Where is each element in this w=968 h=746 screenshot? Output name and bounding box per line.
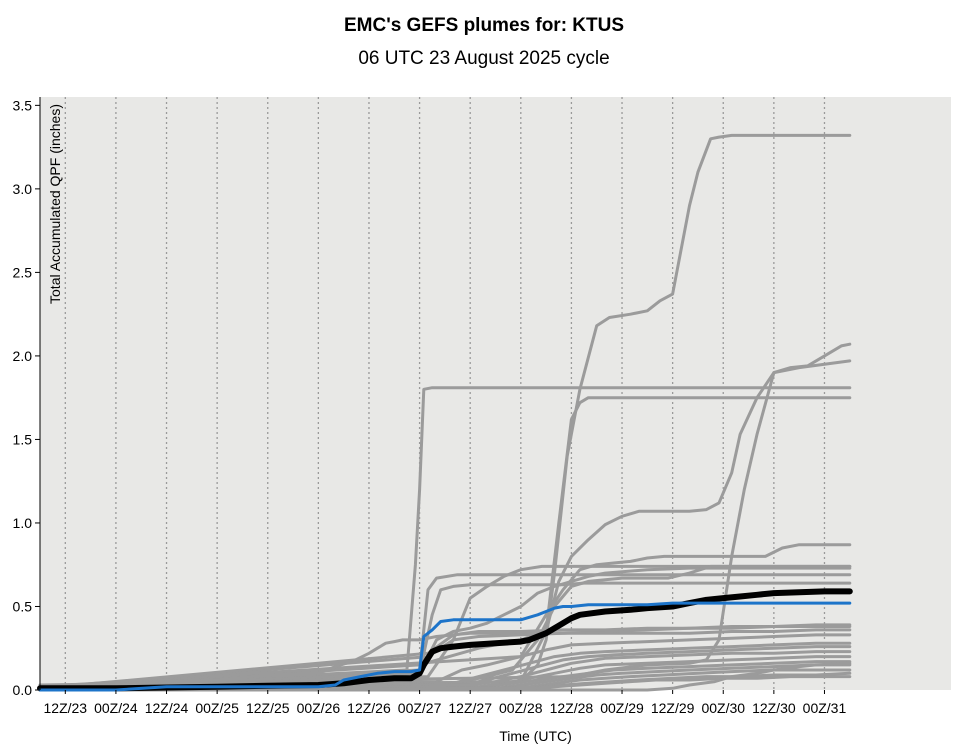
ensemble-member-line xyxy=(38,663,852,692)
ensemble-member-line xyxy=(38,625,852,690)
x-tick-label: 12Z/29 xyxy=(651,700,695,716)
y-tick-label: 2.5 xyxy=(13,264,33,280)
ensemble-member-line xyxy=(38,650,852,690)
x-tick-label: 00Z/24 xyxy=(94,700,138,716)
y-tick-label: 0.0 xyxy=(13,682,33,698)
y-tick-label: 3.0 xyxy=(13,181,33,197)
x-tick-label: 00Z/29 xyxy=(600,700,644,716)
y-tick-label: 2.0 xyxy=(13,348,33,364)
control-run-line xyxy=(38,601,852,692)
ensemble-member-line xyxy=(38,661,852,692)
ensemble-member-line xyxy=(38,645,852,690)
ensemble-member-line xyxy=(38,675,852,692)
x-axis-title: Time (UTC) xyxy=(499,728,572,744)
y-tick-label: 1.5 xyxy=(13,431,33,447)
chart-title: EMC's GEFS plumes for: KTUS xyxy=(343,15,625,36)
x-tick-label: 12Z/25 xyxy=(246,700,290,716)
x-tick-label: 00Z/27 xyxy=(398,700,442,716)
ensemble-member-line xyxy=(38,573,852,690)
y-tick-label: 1.0 xyxy=(13,515,33,531)
plot-area xyxy=(40,97,951,690)
x-tick-label: 12Z/30 xyxy=(752,700,796,716)
ensemble-members xyxy=(38,133,852,692)
ensemble-member-line xyxy=(38,342,852,687)
x-tick-label: 00Z/26 xyxy=(297,700,341,716)
ensemble-member-line xyxy=(38,566,852,690)
ensemble-member-line xyxy=(38,633,852,690)
ensemble-member-line xyxy=(38,641,852,690)
ensemble-member-line xyxy=(38,133,852,690)
y-axis-title: Total Accumulated QPF (inches) xyxy=(47,104,63,304)
ensemble-member-line xyxy=(38,660,852,690)
highlight-series xyxy=(37,588,853,692)
axes: 0.0 0.5 1.0 1.5 2.0 2.5 3.0 3.5 12Z/23 00Z/24 12Z/… xyxy=(13,97,847,716)
ensemble-member-line xyxy=(38,564,852,690)
y-tick-label: 3.5 xyxy=(13,97,33,113)
y-tick-label: 0.5 xyxy=(13,598,33,614)
x-tick-label: 12Z/26 xyxy=(347,700,391,716)
x-tick-label: 00Z/28 xyxy=(499,700,543,716)
x-tick-label: 12Z/27 xyxy=(448,700,492,716)
ensemble-member-line xyxy=(38,543,852,689)
ensemble-member-line xyxy=(38,396,852,690)
x-tick-label: 00Z/30 xyxy=(701,700,745,716)
x-tick-label: 12Z/23 xyxy=(44,700,88,716)
x-tick-label: 12Z/24 xyxy=(145,700,189,716)
x-tick-label: 12Z/28 xyxy=(550,700,594,716)
grid-layer xyxy=(64,97,826,690)
chart-subtitle: 06 UTC 23 August 2025 cycle xyxy=(358,48,610,69)
x-tick-label: 00Z/25 xyxy=(195,700,239,716)
x-tick-label: 00Z/31 xyxy=(803,700,847,716)
